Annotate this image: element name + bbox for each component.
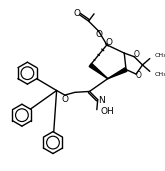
Text: CH₃: CH₃ — [154, 72, 165, 77]
Text: O: O — [61, 95, 68, 104]
Text: O: O — [73, 9, 80, 18]
Polygon shape — [89, 63, 108, 79]
Text: O: O — [95, 30, 102, 39]
Polygon shape — [108, 68, 127, 79]
Text: O: O — [105, 38, 112, 47]
Text: N: N — [98, 96, 105, 105]
Text: CH₃: CH₃ — [154, 53, 165, 58]
Text: O: O — [134, 50, 140, 59]
Text: OH: OH — [100, 107, 114, 116]
Text: O: O — [136, 71, 142, 80]
